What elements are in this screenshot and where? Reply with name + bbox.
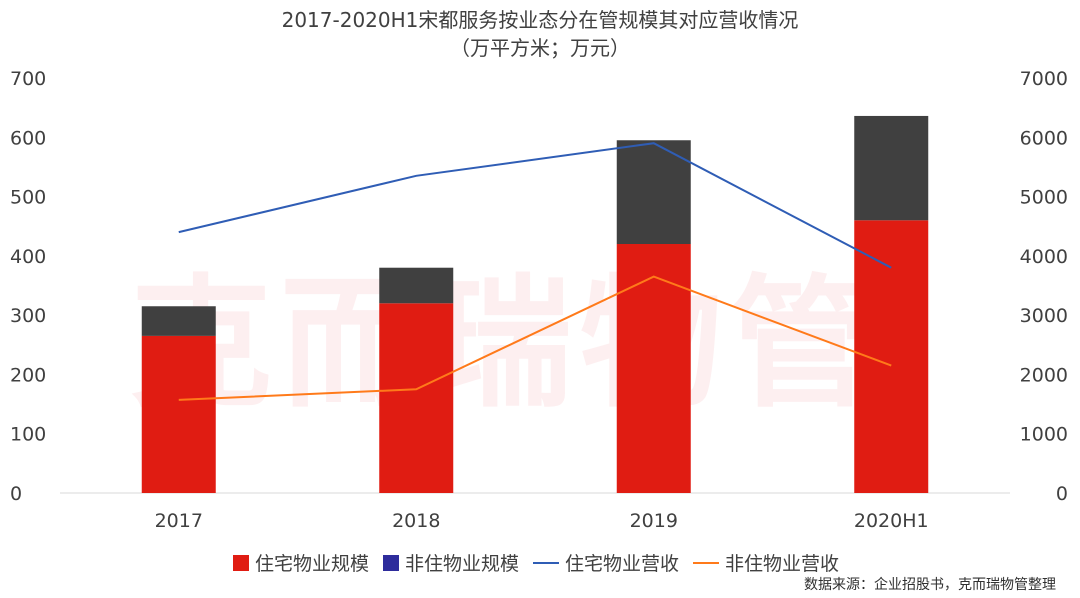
- legend-item-nonresidential-revenue: 非住物业营收: [693, 549, 839, 576]
- bar-residential-scale: [616, 244, 691, 493]
- y-left-tick-label: 0: [10, 483, 22, 505]
- legend-item-residential-revenue: 住宅物业营收: [533, 549, 679, 576]
- y-left-tick-label: 100: [10, 424, 46, 446]
- bar-residential-scale: [141, 335, 216, 493]
- y-left-tick-label: 300: [10, 305, 46, 327]
- y-right-tick-label: 7000: [1020, 68, 1068, 90]
- bar-nonresidential-scale: [141, 306, 216, 336]
- legend-item-nonresidential-scale: 非住物业规模: [383, 549, 519, 576]
- y-right-tick-label: 0: [1056, 483, 1068, 505]
- source-note: 数据来源：企业招股书，克而瑞物管整理: [804, 577, 1056, 593]
- y-left-tick-label: 600: [10, 127, 46, 149]
- legend-label: 住宅物业规模: [255, 553, 370, 575]
- y-left-tick-label: 200: [10, 364, 46, 386]
- legend-swatch: [533, 561, 560, 564]
- y-left-tick-label: 400: [10, 246, 46, 268]
- y-right-tick-label: 5000: [1020, 187, 1068, 209]
- watermark: 克而瑞物管: [130, 262, 880, 427]
- y-left-tick-label: 700: [10, 68, 46, 90]
- x-tick-label: 2019: [630, 510, 678, 532]
- bar-residential-scale: [379, 303, 454, 493]
- chart-title: 2017-2020H1宋都服务按业态分在管规模其对应营收情况: [281, 8, 799, 32]
- legend-label: 非住物业规模: [405, 553, 520, 575]
- legend-label: 住宅物业营收: [565, 553, 680, 575]
- y-left-tick-label: 500: [10, 187, 46, 209]
- line-residential-revenue: [178, 142, 892, 269]
- legend: 住宅物业规模 非住物业规模 住宅物业营收 非住物业营收: [233, 549, 853, 576]
- y-right-tick-label: 6000: [1020, 127, 1068, 149]
- y-right-tick-label: 1000: [1020, 424, 1068, 446]
- bar-nonresidential-scale: [379, 267, 454, 304]
- x-tick-label: 2017: [155, 510, 203, 532]
- legend-label: 非住物业营收: [725, 553, 840, 575]
- y-right-tick-label: 4000: [1020, 246, 1068, 268]
- y-right-tick-label: 3000: [1020, 305, 1068, 327]
- y-right-tick-label: 2000: [1020, 364, 1068, 386]
- bar-nonresidential-scale: [616, 140, 691, 244]
- line-nonresidential-revenue: [178, 275, 892, 401]
- bar-nonresidential-scale: [854, 115, 929, 221]
- legend-swatch: [693, 561, 720, 564]
- chart-subtitle: （万平方米；万元）: [450, 36, 630, 60]
- x-tick-label: 2018: [392, 510, 440, 532]
- legend-item-residential-scale: 住宅物业规模: [233, 549, 369, 576]
- legend-swatch: [233, 554, 249, 571]
- legend-swatch: [383, 554, 400, 571]
- x-tick-label: 2020H1: [854, 510, 929, 532]
